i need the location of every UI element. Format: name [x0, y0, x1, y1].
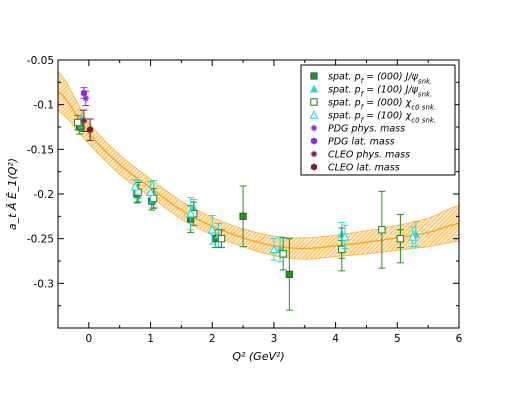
legend: spat. pf = (000) J/ψsnk.spat. pf = (100)… — [300, 64, 456, 176]
data-point — [80, 117, 88, 124]
y-tick-label: -0.25 — [27, 234, 54, 246]
legend-marker — [310, 72, 318, 80]
data-point — [207, 224, 217, 234]
legend-label: spat. pf = (100) J/ψsnk. — [328, 85, 432, 99]
fit-central-line — [57, 90, 460, 250]
x-tick-label: 1 — [147, 333, 154, 345]
x-tick-label: 3 — [271, 333, 278, 345]
x-tick-label: 4 — [332, 333, 339, 345]
data-point — [130, 181, 140, 191]
y-tick-label: -0.15 — [27, 144, 54, 156]
legend-label: spat. pf = (000) J/ψsnk. — [328, 72, 432, 86]
series-3 — [130, 179, 418, 261]
legend-marker — [309, 84, 319, 93]
series-2 — [73, 114, 405, 272]
data-point — [239, 212, 247, 220]
data-point — [186, 208, 196, 218]
legend-label: CLEO lat. mass — [328, 163, 400, 174]
data-point — [279, 250, 287, 258]
legend-marker — [310, 163, 318, 171]
x-tick-label: 6 — [456, 333, 463, 345]
x-tick-label: 0 — [86, 333, 93, 345]
y-axis-title: a_t Â Ê_1(Q²) — [6, 158, 19, 230]
data-point — [340, 231, 350, 241]
legend-label: CLEO phys. mass — [328, 150, 410, 161]
legend-marker — [309, 109, 319, 119]
series-7 — [86, 118, 94, 141]
legend-marker — [310, 137, 318, 145]
data-point — [87, 126, 94, 134]
data-point — [146, 187, 156, 196]
series-6 — [80, 109, 88, 132]
legend-label: PDG phys. mass — [328, 124, 405, 135]
data-point — [149, 194, 158, 203]
data-point — [285, 270, 293, 279]
legend-marker — [310, 150, 318, 158]
legend-box — [300, 64, 456, 176]
legend-marker — [310, 98, 318, 106]
x-tick-label: 2 — [209, 333, 216, 345]
data-point — [80, 89, 87, 97]
x-axis-title: Q² (GeV²) — [232, 350, 284, 363]
data-point — [73, 118, 82, 127]
y-tick-label: -0.1 — [34, 100, 55, 112]
legend-label: PDG lat. mass — [328, 137, 395, 148]
x-tick-label: 5 — [394, 333, 401, 345]
plot-area — [73, 87, 420, 311]
legend-label: spat. pf = (100) χc0 snk. — [328, 111, 436, 125]
data-point — [378, 225, 386, 234]
y-tick-label: -0.05 — [27, 55, 54, 67]
legend-label: spat. pf = (000) χc0 snk. — [328, 98, 436, 112]
series-5 — [80, 87, 88, 99]
y-tick-label: -0.3 — [34, 278, 55, 290]
legend-marker — [310, 124, 318, 132]
axes-layer: 0 1 2 3 4 5 6 -0.05 -0.1 -0.15 -0.2 -0.25 -0.3 Q² (Ge… — [6, 55, 463, 363]
data-point — [408, 231, 418, 241]
y-tick-label: -0.2 — [34, 189, 55, 201]
data-point — [396, 234, 405, 243]
data-point — [269, 244, 279, 254]
data-point — [217, 234, 226, 243]
data-point — [338, 245, 346, 254]
